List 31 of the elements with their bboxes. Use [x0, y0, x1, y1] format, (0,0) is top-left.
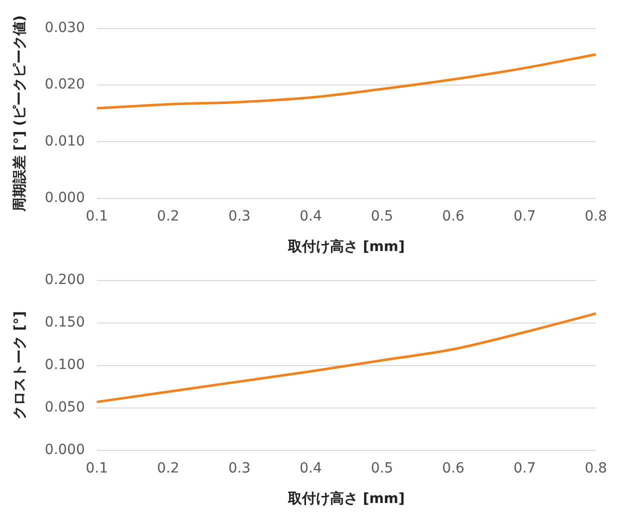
y-tick-label: 0.150 — [44, 314, 85, 331]
y-tick-label: 0.020 — [44, 76, 85, 93]
x-axis-title: 取付け高さ [mm] — [286, 238, 405, 256]
y-tick-label: 0.050 — [44, 400, 85, 416]
x-tick-label: 0.8 — [584, 208, 607, 224]
y-tick-label: 0.200 — [44, 272, 85, 288]
x-tick-label: 0.2 — [157, 460, 180, 476]
x-tick-label: 0.7 — [513, 460, 536, 476]
y-tick-label: 0.030 — [44, 20, 85, 36]
y-axis-title: クロストーク [°] — [12, 311, 28, 420]
y-axis-title: 周期誤差 [°] (ピークピーク値) — [11, 15, 28, 213]
x-tick-label: 0.7 — [513, 208, 536, 224]
y-tick-label: 0.010 — [44, 133, 85, 150]
y-tick-label: 0.000 — [44, 442, 85, 458]
x-tick-label: 0.8 — [584, 460, 607, 476]
line-series — [96, 312, 598, 404]
y-tick-label: 0.000 — [44, 190, 85, 206]
x-tick-label: 0.1 — [86, 460, 108, 476]
x-tick-label: 0.5 — [370, 460, 394, 476]
x-tick-label: 0.4 — [300, 460, 322, 476]
line-series — [96, 53, 598, 110]
x-tick-label: 0.6 — [442, 460, 465, 476]
x-tick-label: 0.6 — [442, 208, 465, 224]
x-tick-label: 0.4 — [300, 208, 322, 224]
x-tick-label: 0.2 — [157, 208, 180, 224]
y-tick-label: 0.100 — [44, 357, 85, 374]
x-tick-label: 0.3 — [228, 460, 251, 476]
x-tick-label: 0.5 — [370, 208, 394, 224]
x-tick-label: 0.3 — [228, 208, 251, 224]
x-tick-label: 0.1 — [86, 208, 108, 224]
x-axis-title: 取付け高さ [mm] — [286, 490, 405, 508]
